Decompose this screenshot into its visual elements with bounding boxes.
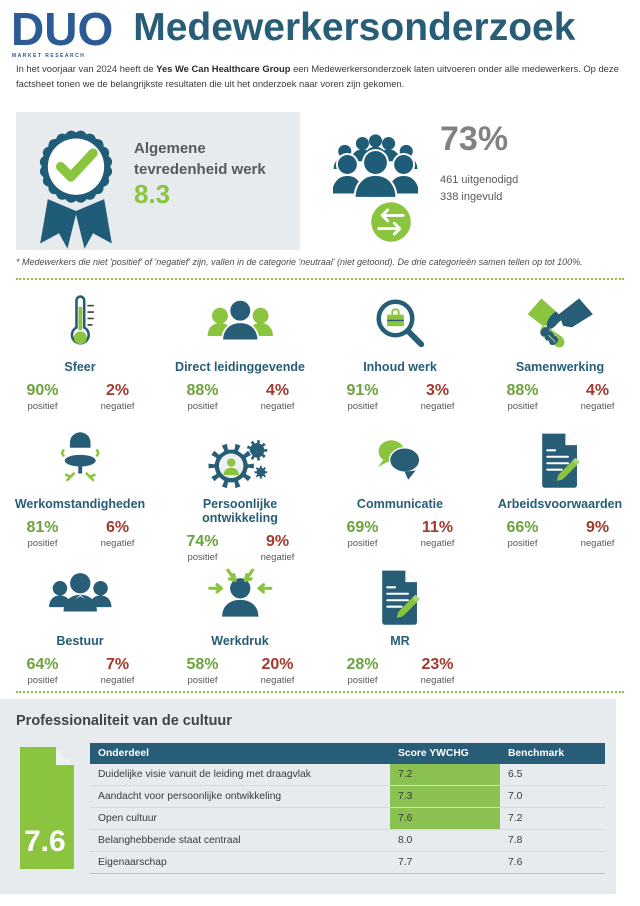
svg-text:7.6: 7.6 xyxy=(24,825,66,858)
